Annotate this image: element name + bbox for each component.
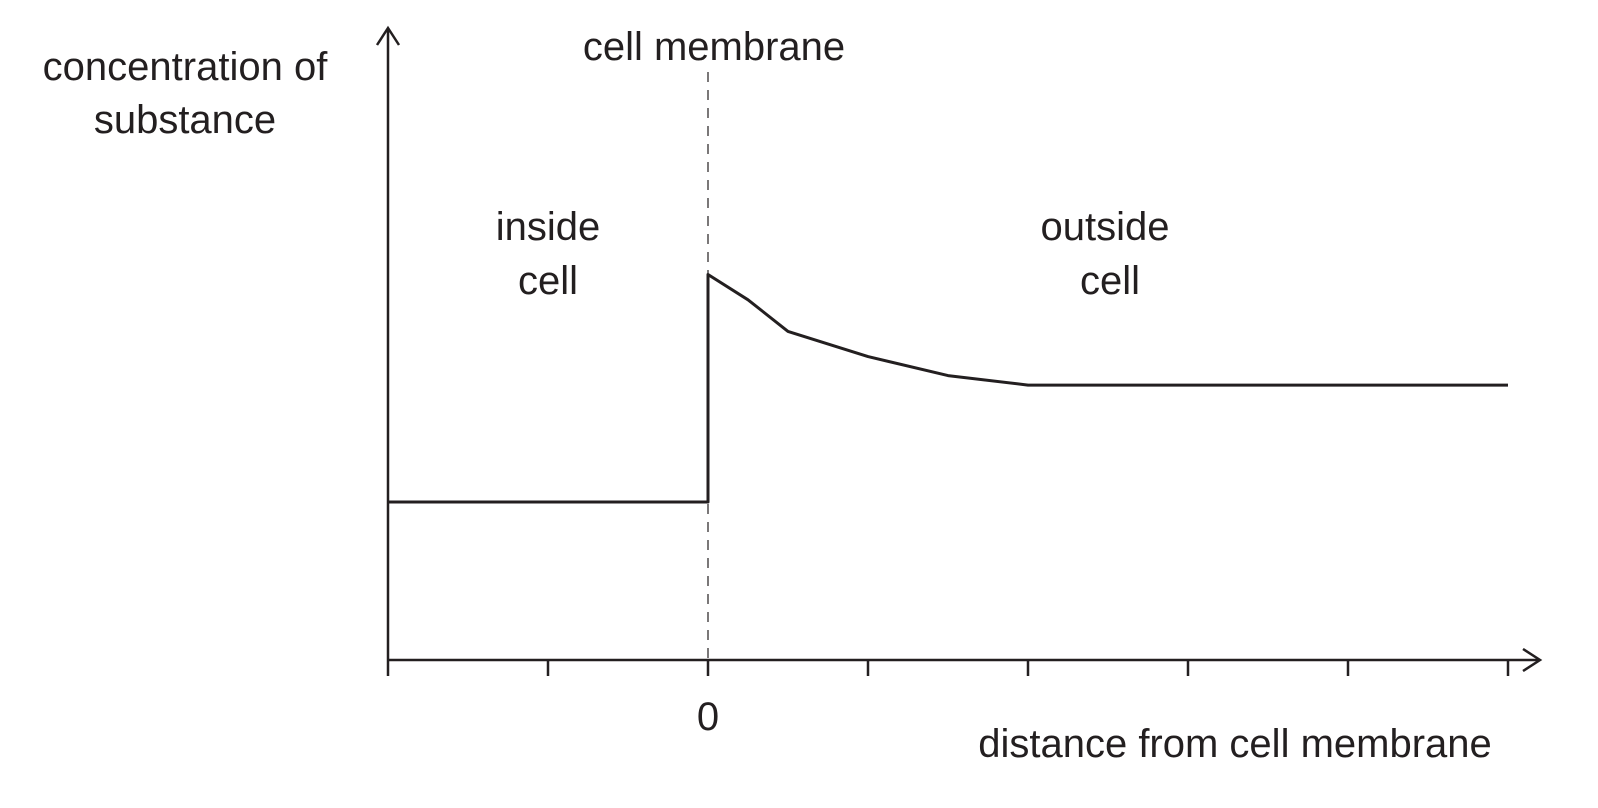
annotation-line: inside	[496, 205, 601, 249]
annotation: inside cell	[496, 205, 601, 303]
annotation: cell membrane	[583, 25, 845, 69]
y-axis-label: concentration of substance	[43, 45, 329, 142]
x-axis-arrow	[1522, 647, 1543, 673]
x-axis-label: distance from cell membrane	[978, 722, 1492, 766]
annotation-line: outside	[1041, 205, 1170, 249]
annotation-line: cell	[1080, 259, 1140, 303]
annotation: outside cell	[1041, 205, 1170, 303]
data-line	[388, 273, 1508, 504]
y-label-line: substance	[94, 98, 276, 142]
y-label-line: concentration of	[43, 45, 329, 89]
annotation-line: cell	[518, 259, 578, 303]
y-axis-arrow	[375, 25, 401, 46]
x-tick-label: 0	[697, 695, 719, 739]
